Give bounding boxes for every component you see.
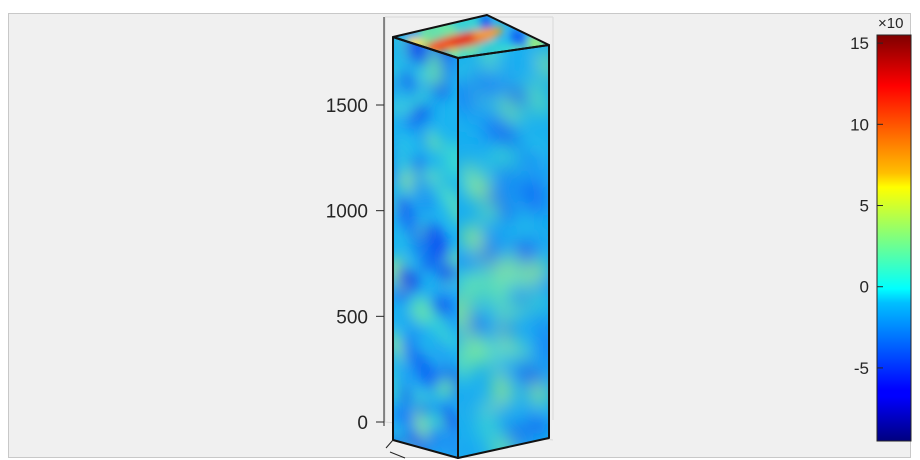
z-tick-label: 500 <box>336 307 368 328</box>
colorbar-gradient <box>876 34 912 442</box>
colorbar-ticks: -5 0 5 10 15 <box>850 34 883 378</box>
z-axis: 0 500 1000 1500 <box>326 17 385 434</box>
z-tick-label: 1500 <box>326 96 368 117</box>
bottom-axis-stubs <box>385 439 406 459</box>
colorbar: -5 0 5 10 15 ×10 <box>850 15 912 442</box>
z-axis-ticks: 0 500 1000 1500 <box>326 96 384 434</box>
front-face-slice <box>393 37 458 458</box>
colorbar-tick-label: 0 <box>860 278 869 297</box>
side-face-slice <box>458 45 549 458</box>
z-tick-label: 0 <box>357 413 368 434</box>
volume-box-edges <box>392 14 550 459</box>
colorbar-exponent: ×10 <box>878 15 903 32</box>
colorbar-tick-label: 15 <box>850 34 869 53</box>
colorbar-tick-label: -5 <box>854 359 869 378</box>
colorbar-tick-label: 10 <box>850 115 869 134</box>
z-tick-label: 1000 <box>326 202 368 223</box>
colorbar-tick-label: 5 <box>860 197 869 216</box>
